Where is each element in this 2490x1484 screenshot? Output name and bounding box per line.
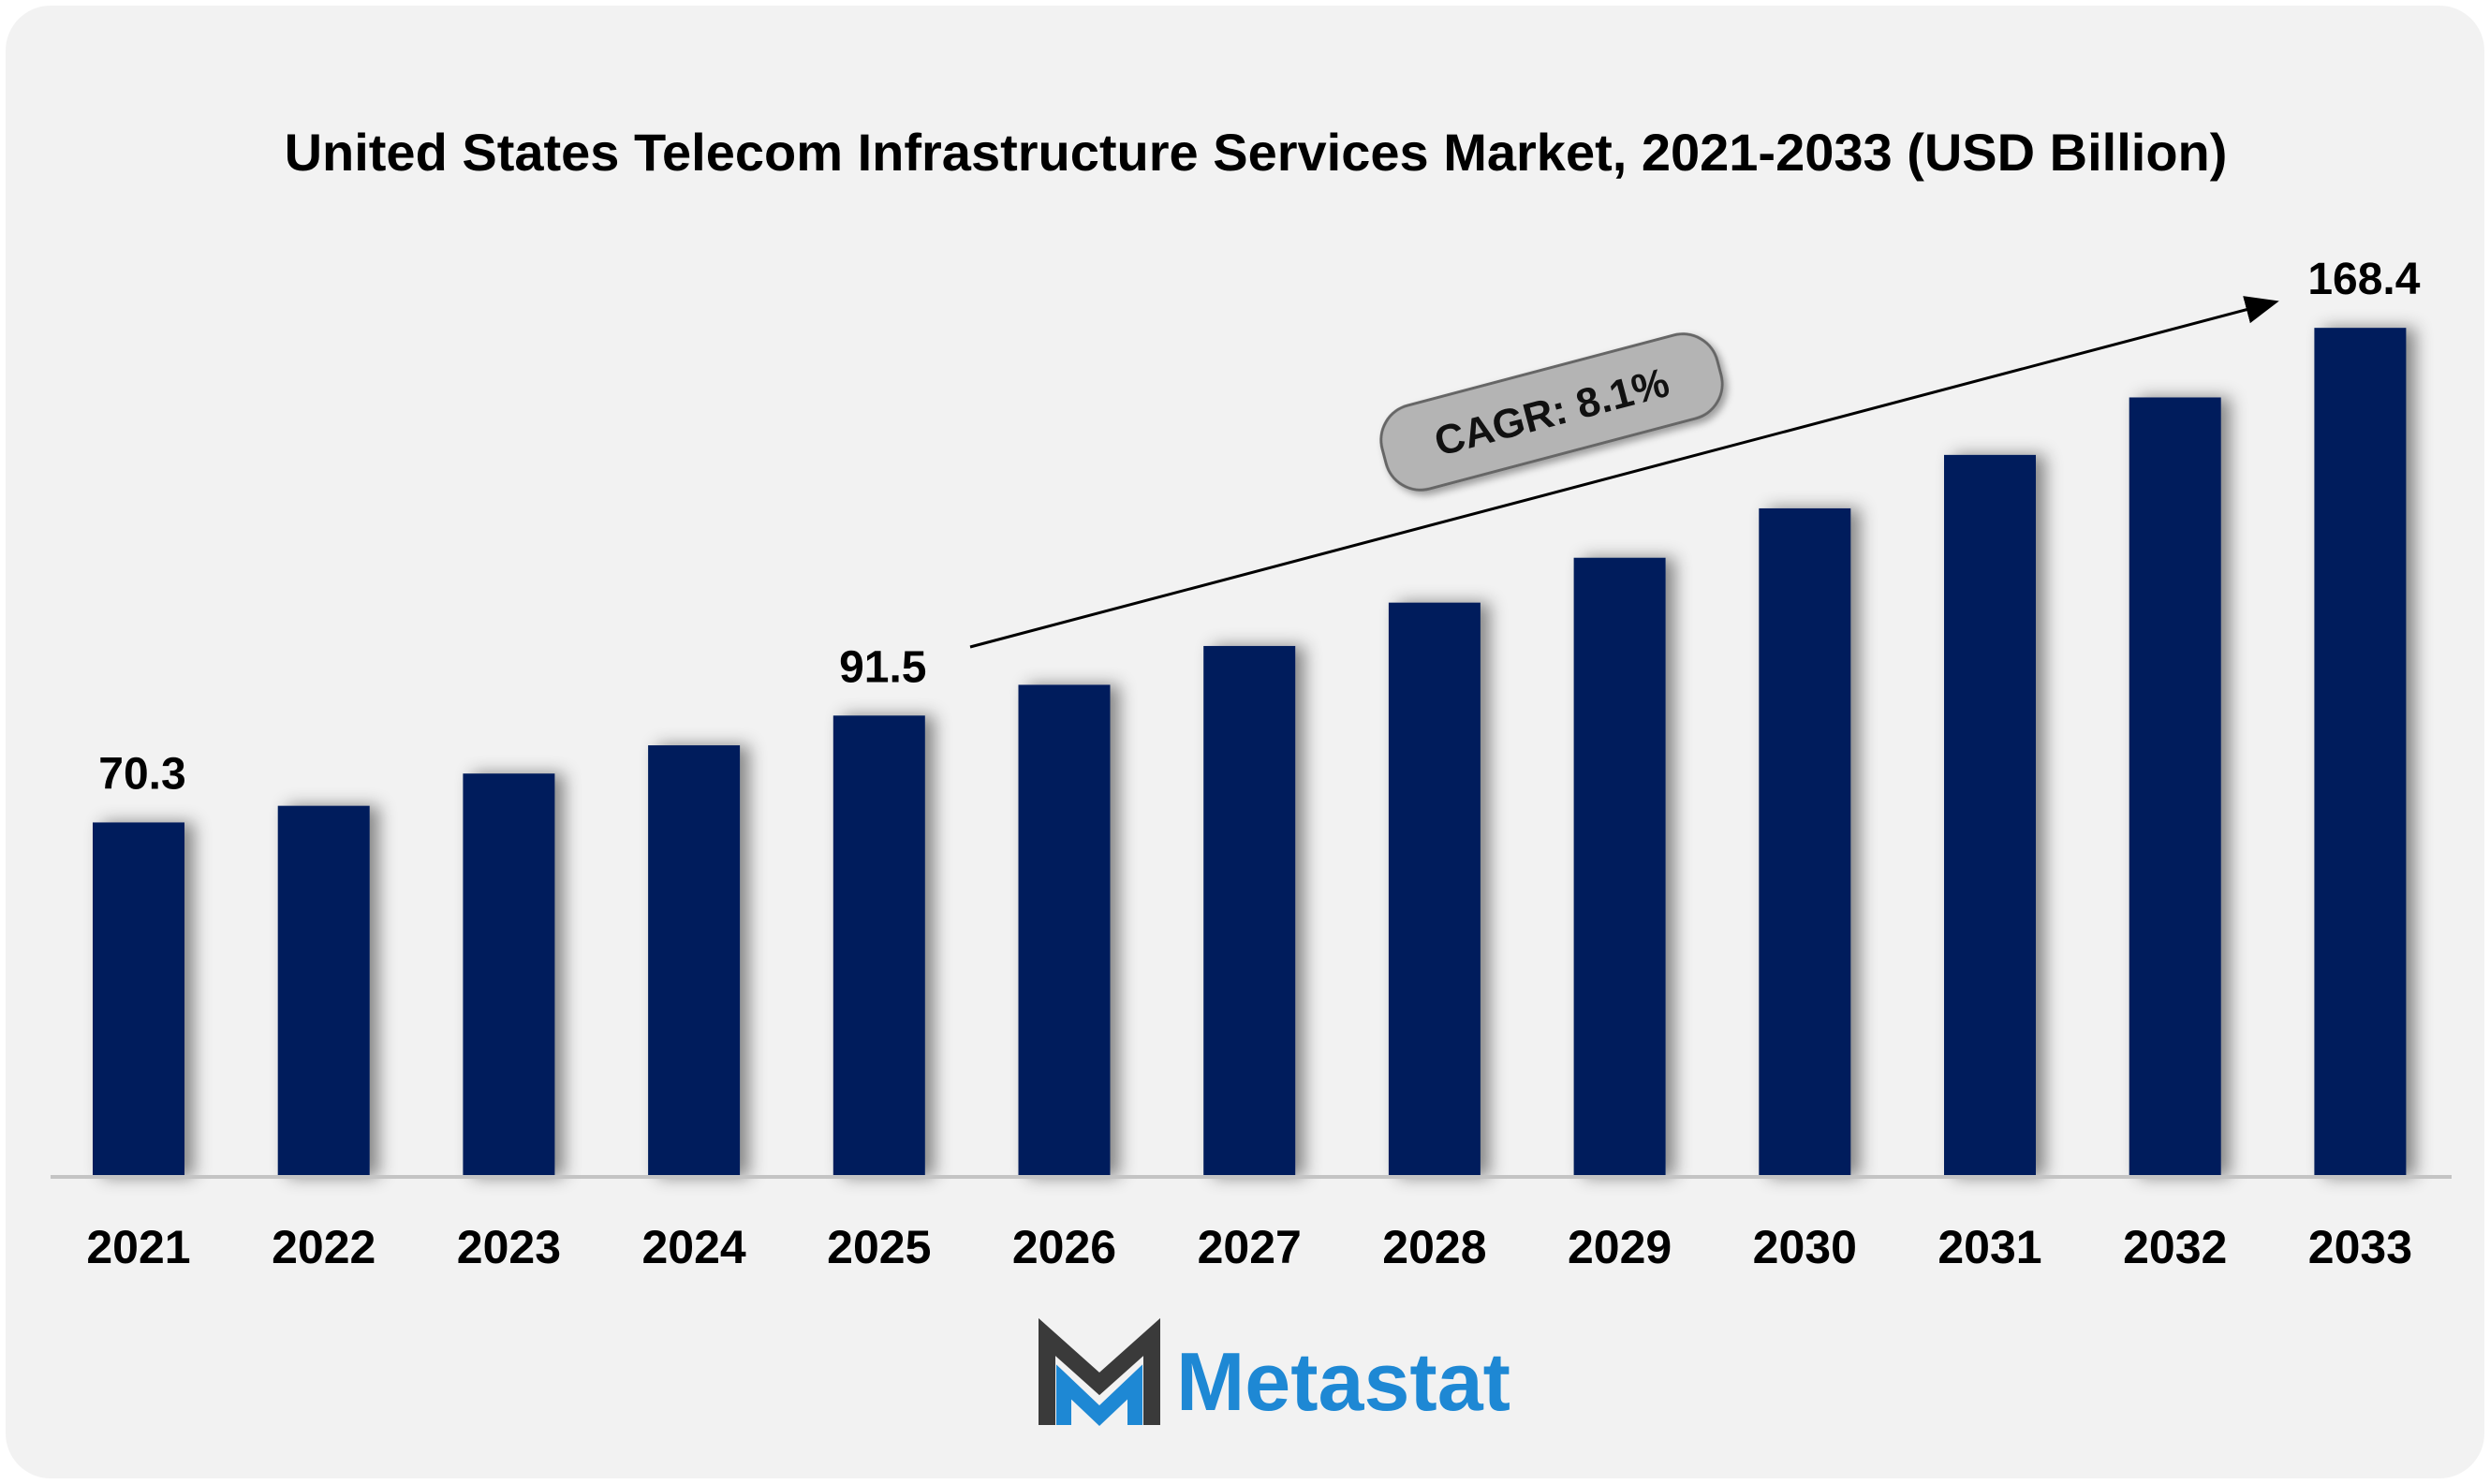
x-tick-label: 2029 [1568,1221,1672,1273]
x-tick-label: 2028 [1382,1221,1486,1273]
data-label-2021: 70.3 [98,749,185,799]
chart-card: United States Telecom Infrastructure Ser… [6,6,2484,1478]
bar-2025 [832,715,925,1177]
chart-title: United States Telecom Infrastructure Ser… [285,123,2228,182]
bar-2023 [463,773,555,1177]
x-tick-label: 2021 [86,1221,190,1273]
x-tick-label: 2025 [827,1221,931,1273]
data-label-2033: 168.4 [2307,255,2420,304]
x-tick-label: 2032 [2123,1221,2227,1273]
bar-2026 [1018,684,1111,1177]
metastat-logo: Metastat [1039,1317,1510,1428]
x-tick-label: 2026 [1012,1221,1116,1273]
bar-2033 [2314,328,2407,1177]
bar-2022 [277,805,370,1177]
brand-name: Metastat [1176,1335,1510,1428]
bar-2030 [1759,507,1851,1177]
x-tick-label: 2023 [457,1221,561,1273]
bar-2031 [1944,454,2036,1177]
bar-2029 [1573,557,1666,1177]
metastat-logo-mark-icon [1039,1317,1160,1427]
bars-layer [93,328,2407,1177]
x-tick-label: 2030 [1753,1221,1857,1273]
x-tick-label: 2027 [1198,1221,1302,1273]
x-tick-label: 2022 [272,1221,376,1273]
bar-2032 [2129,397,2221,1177]
x-tick-label: 2033 [2308,1221,2412,1273]
bar-2027 [1203,645,1296,1177]
bar-2021 [93,822,184,1177]
x-tick-label: 2024 [641,1221,745,1273]
x-tick-labels: 2021 2022 2023 2024 2025 2026 2027 2028 2029 2030… [86,1221,2412,1273]
bar-chart: United States Telecom Infrastructure Ser… [51,123,2452,1428]
bar-2024 [648,745,741,1177]
data-label-2025: 91.5 [839,642,926,692]
data-labels: 70.3 91.5 168.4 [98,255,2420,799]
cagr-badge: CAGR: 8.1% [1379,332,1724,492]
bar-2028 [1388,602,1481,1177]
x-tick-label: 2031 [1937,1221,2041,1273]
cagr-arrow [969,296,2279,649]
